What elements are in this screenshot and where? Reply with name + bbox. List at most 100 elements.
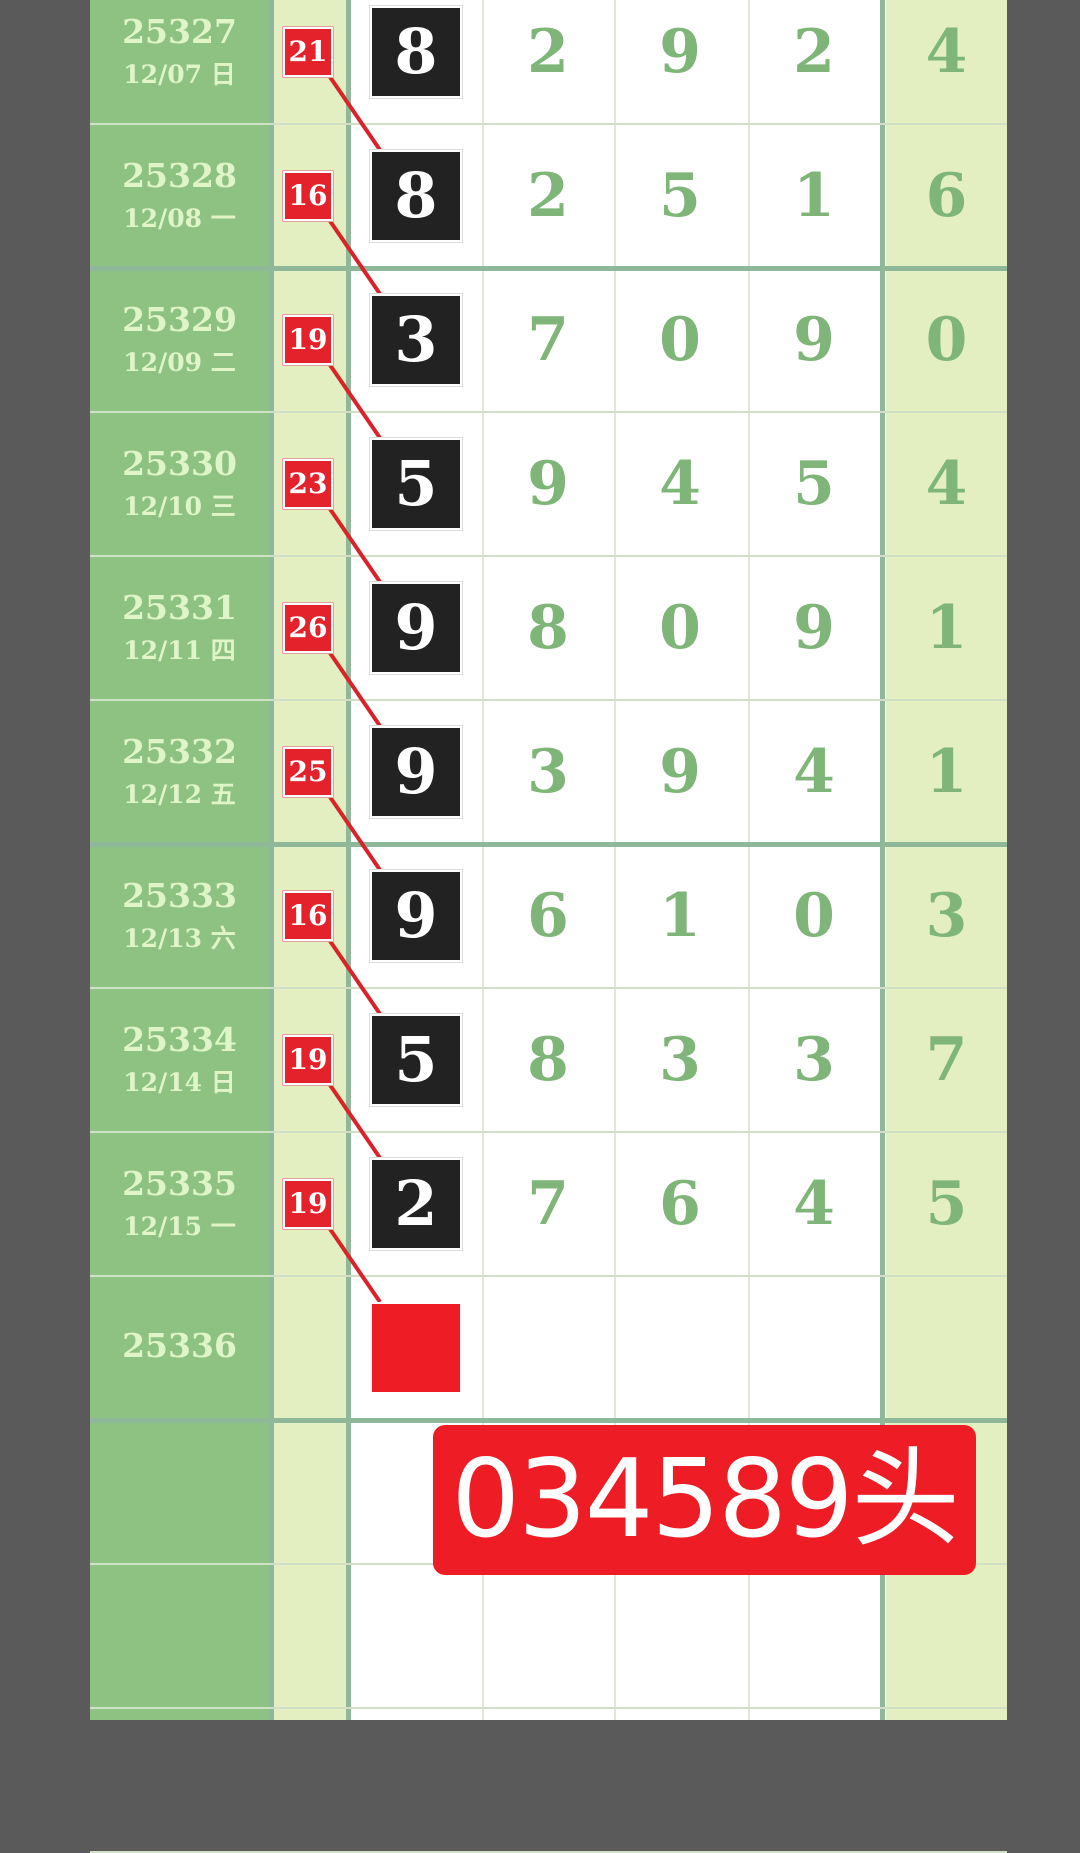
digit-cell: 8 xyxy=(527,593,569,663)
period-column xyxy=(90,0,269,1720)
digit-cell: 6 xyxy=(659,1169,701,1239)
last-digit-cell: 4 xyxy=(925,17,968,87)
digit-cell: 3 xyxy=(793,1025,835,1095)
period-label: 25335 12/15 一 xyxy=(90,1164,269,1243)
period-label: 25332 12/12 五 xyxy=(90,732,269,811)
grid-hline xyxy=(90,1275,1007,1277)
last-digit-cell: 1 xyxy=(925,737,968,807)
period-label: 25334 12/14 日 xyxy=(90,1020,269,1099)
last-digit-cell: 0 xyxy=(925,305,968,375)
grid-hline xyxy=(90,555,1007,557)
head-digit-box: 5 xyxy=(370,438,462,530)
grid-vline xyxy=(614,0,616,1720)
grid-vline xyxy=(748,0,750,1720)
last-digit-cell: 7 xyxy=(925,1025,968,1095)
grid-vline xyxy=(482,0,484,1720)
grid-hline xyxy=(90,123,1007,125)
head-digit-box: 9 xyxy=(370,582,462,674)
grid-hline xyxy=(90,1707,1007,1709)
period-number: 25327 xyxy=(122,12,237,51)
trend-line-segment xyxy=(328,1227,382,1304)
tag-badge: 23 xyxy=(283,459,333,509)
tag-badge: 19 xyxy=(283,315,333,365)
period-number: 25330 xyxy=(122,444,237,483)
period-number: 25329 xyxy=(122,300,237,339)
last-digit-cell: 3 xyxy=(925,881,968,951)
digit-cell xyxy=(614,1276,746,1420)
head-digit-box: 8 xyxy=(370,150,462,242)
last-digit-cell xyxy=(886,1276,1007,1420)
trend-line-segment xyxy=(328,795,382,872)
digit-cell xyxy=(482,1276,614,1420)
grid-vline xyxy=(880,0,885,1720)
digit-cell: 1 xyxy=(793,161,835,231)
trend-line-segment xyxy=(328,75,382,152)
tag-badge: 16 xyxy=(283,891,333,941)
digit-cell: 6 xyxy=(527,881,569,951)
period-label: 25329 12/09 二 xyxy=(90,300,269,379)
period-date: 12/09 二 xyxy=(123,348,236,377)
last-digit-cell: 5 xyxy=(925,1169,968,1239)
grid-hline xyxy=(90,411,1007,413)
last-digit-cell: 4 xyxy=(925,449,968,519)
period-label: 25336 xyxy=(90,1326,269,1365)
digit-cell: 9 xyxy=(659,737,701,807)
period-number: 25331 xyxy=(122,588,237,627)
last-digit-cell: 6 xyxy=(925,161,968,231)
trend-line-segment xyxy=(328,1083,382,1160)
tag-badge: 26 xyxy=(283,603,333,653)
digit-cell: 9 xyxy=(659,17,701,87)
head-digit-box: 2 xyxy=(370,1158,462,1250)
digit-cell: 2 xyxy=(527,161,569,231)
period-number: 25332 xyxy=(122,732,237,771)
trend-line-segment xyxy=(328,939,382,1016)
period-date: 12/13 六 xyxy=(123,924,236,953)
period-label: 25333 12/13 六 xyxy=(90,876,269,955)
head-digit-box: 5 xyxy=(370,1014,462,1106)
digit-cell: 5 xyxy=(793,449,835,519)
head-digit-box: 9 xyxy=(370,726,462,818)
grid-hline xyxy=(90,266,1007,271)
head-digit-box: 8 xyxy=(370,6,462,98)
period-date: 12/07 日 xyxy=(123,60,236,89)
digit-cell: 2 xyxy=(527,17,569,87)
tag-badge: 19 xyxy=(283,1179,333,1229)
period-date: 12/15 一 xyxy=(123,1212,236,1241)
period-label: 25331 12/11 四 xyxy=(90,588,269,667)
digit-cell: 8 xyxy=(527,1025,569,1095)
period-date: 12/11 四 xyxy=(123,636,236,665)
prediction-banner: 034589头 xyxy=(433,1425,976,1575)
tag-badge: 19 xyxy=(283,1035,333,1085)
period-number: 25336 xyxy=(122,1326,237,1365)
digit-cell: 3 xyxy=(659,1025,701,1095)
grid-hline xyxy=(90,1418,1007,1423)
period-number: 25333 xyxy=(122,876,237,915)
digit-cell: 9 xyxy=(793,305,835,375)
digit-cell: 4 xyxy=(793,737,835,807)
digit-cell: 9 xyxy=(527,449,569,519)
digit-cell: 1 xyxy=(659,881,701,951)
tag-badge: 16 xyxy=(283,171,333,221)
period-date: 12/08 一 xyxy=(123,204,236,233)
trend-line-segment xyxy=(328,363,382,440)
tag-badge: 21 xyxy=(283,27,333,77)
period-label: 25327 12/07 日 xyxy=(90,12,269,91)
trend-line-segment xyxy=(328,219,382,296)
digit-cell: 0 xyxy=(659,305,701,375)
digit-cell: 2 xyxy=(793,17,835,87)
digit-cell: 4 xyxy=(793,1169,835,1239)
digit-cell: 5 xyxy=(659,161,701,231)
digit-cell: 0 xyxy=(659,593,701,663)
head-digit-box: 9 xyxy=(370,870,462,962)
trend-lines xyxy=(328,75,382,1304)
digit-cell xyxy=(748,1276,880,1420)
grid-hline xyxy=(90,987,1007,989)
period-label: 25328 12/08 一 xyxy=(90,156,269,235)
digit-cell: 7 xyxy=(527,1169,569,1239)
period-label: 25330 12/10 三 xyxy=(90,444,269,523)
digit-cell: 7 xyxy=(527,305,569,375)
tag-badge: 25 xyxy=(283,747,333,797)
period-number: 25328 xyxy=(122,156,237,195)
digit-cell: 0 xyxy=(793,881,835,951)
grid-hline xyxy=(90,699,1007,701)
